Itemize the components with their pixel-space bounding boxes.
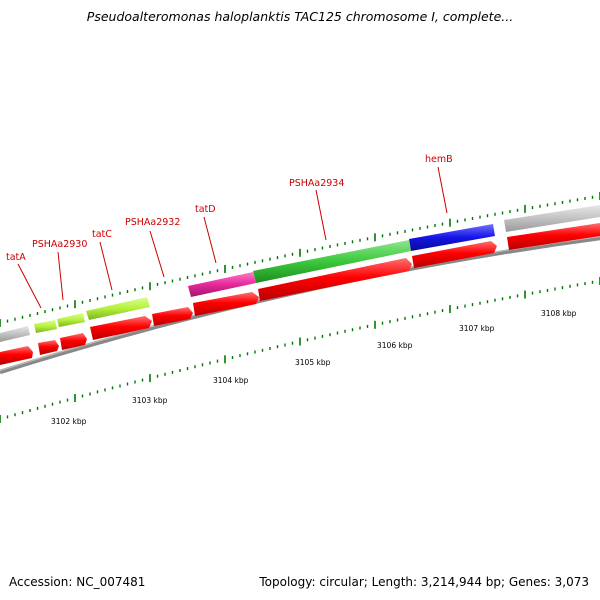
gene-label-tatC: tatC [92, 229, 112, 240]
topology-summary-text: Topology: circular; Length: 3,214,944 bp… [259, 575, 589, 589]
gene-label-PSHAa2932: PSHAa2932 [125, 217, 180, 228]
feature-PSHAa2934 [253, 240, 411, 283]
kbp-label-3102: 3102 kbp [51, 417, 87, 426]
label-leader-lines [17, 166, 448, 309]
inner-scale-ticks [0, 277, 600, 423]
feature-tatA [34, 320, 57, 333]
gene-label-PSHAa2930: PSHAa2930 [32, 239, 87, 250]
cds-arrow [193, 292, 259, 316]
kbp-labels: 3102 kbp 3103 kbp 3104 kbp 3105 kbp 3106… [51, 309, 577, 426]
kbp-label-3107: 3107 kbp [459, 324, 495, 333]
backbone-track [0, 235, 600, 375]
feature-tatD [188, 272, 256, 297]
feature-track [0, 205, 600, 342]
kbp-label-3103: 3103 kbp [132, 396, 168, 405]
gene-label-PSHAa2934: PSHAa2934 [289, 178, 344, 189]
cds-track [0, 223, 600, 365]
cds-arrow [507, 223, 600, 250]
kbp-label-3108: 3108 kbp [541, 309, 577, 318]
gene-labels: tatA PSHAa2930 tatC PSHAa2932 tatD PSHAa… [6, 154, 453, 263]
map-title: Pseudoalteromonas haloplanktis TAC125 ch… [86, 9, 514, 24]
accession-text: Accession: NC_007481 [9, 575, 146, 589]
feature-gray-left [0, 326, 30, 342]
cds-arrow [38, 340, 59, 355]
gene-label-tatD: tatD [195, 204, 216, 215]
kbp-label-3104: 3104 kbp [213, 376, 249, 385]
kbp-label-3105: 3105 kbp [295, 358, 331, 367]
kbp-label-3106: 3106 kbp [377, 341, 413, 350]
gene-label-tatA: tatA [6, 252, 26, 263]
cds-arrow [152, 307, 193, 326]
backbone-line [0, 235, 600, 375]
cds-arrow [60, 333, 87, 350]
gene-label-hemB: hemB [425, 154, 453, 165]
outer-scale-ticks [0, 192, 600, 327]
cds-arrow [0, 346, 33, 365]
feature-tatC [86, 297, 150, 320]
feature-hemB [409, 224, 495, 251]
cds-arrow [412, 241, 497, 268]
cds-arrow [90, 316, 152, 340]
cds-arrow [258, 258, 412, 301]
feature-gray-right [504, 205, 600, 232]
feature-PSHAa2930 [57, 313, 85, 327]
